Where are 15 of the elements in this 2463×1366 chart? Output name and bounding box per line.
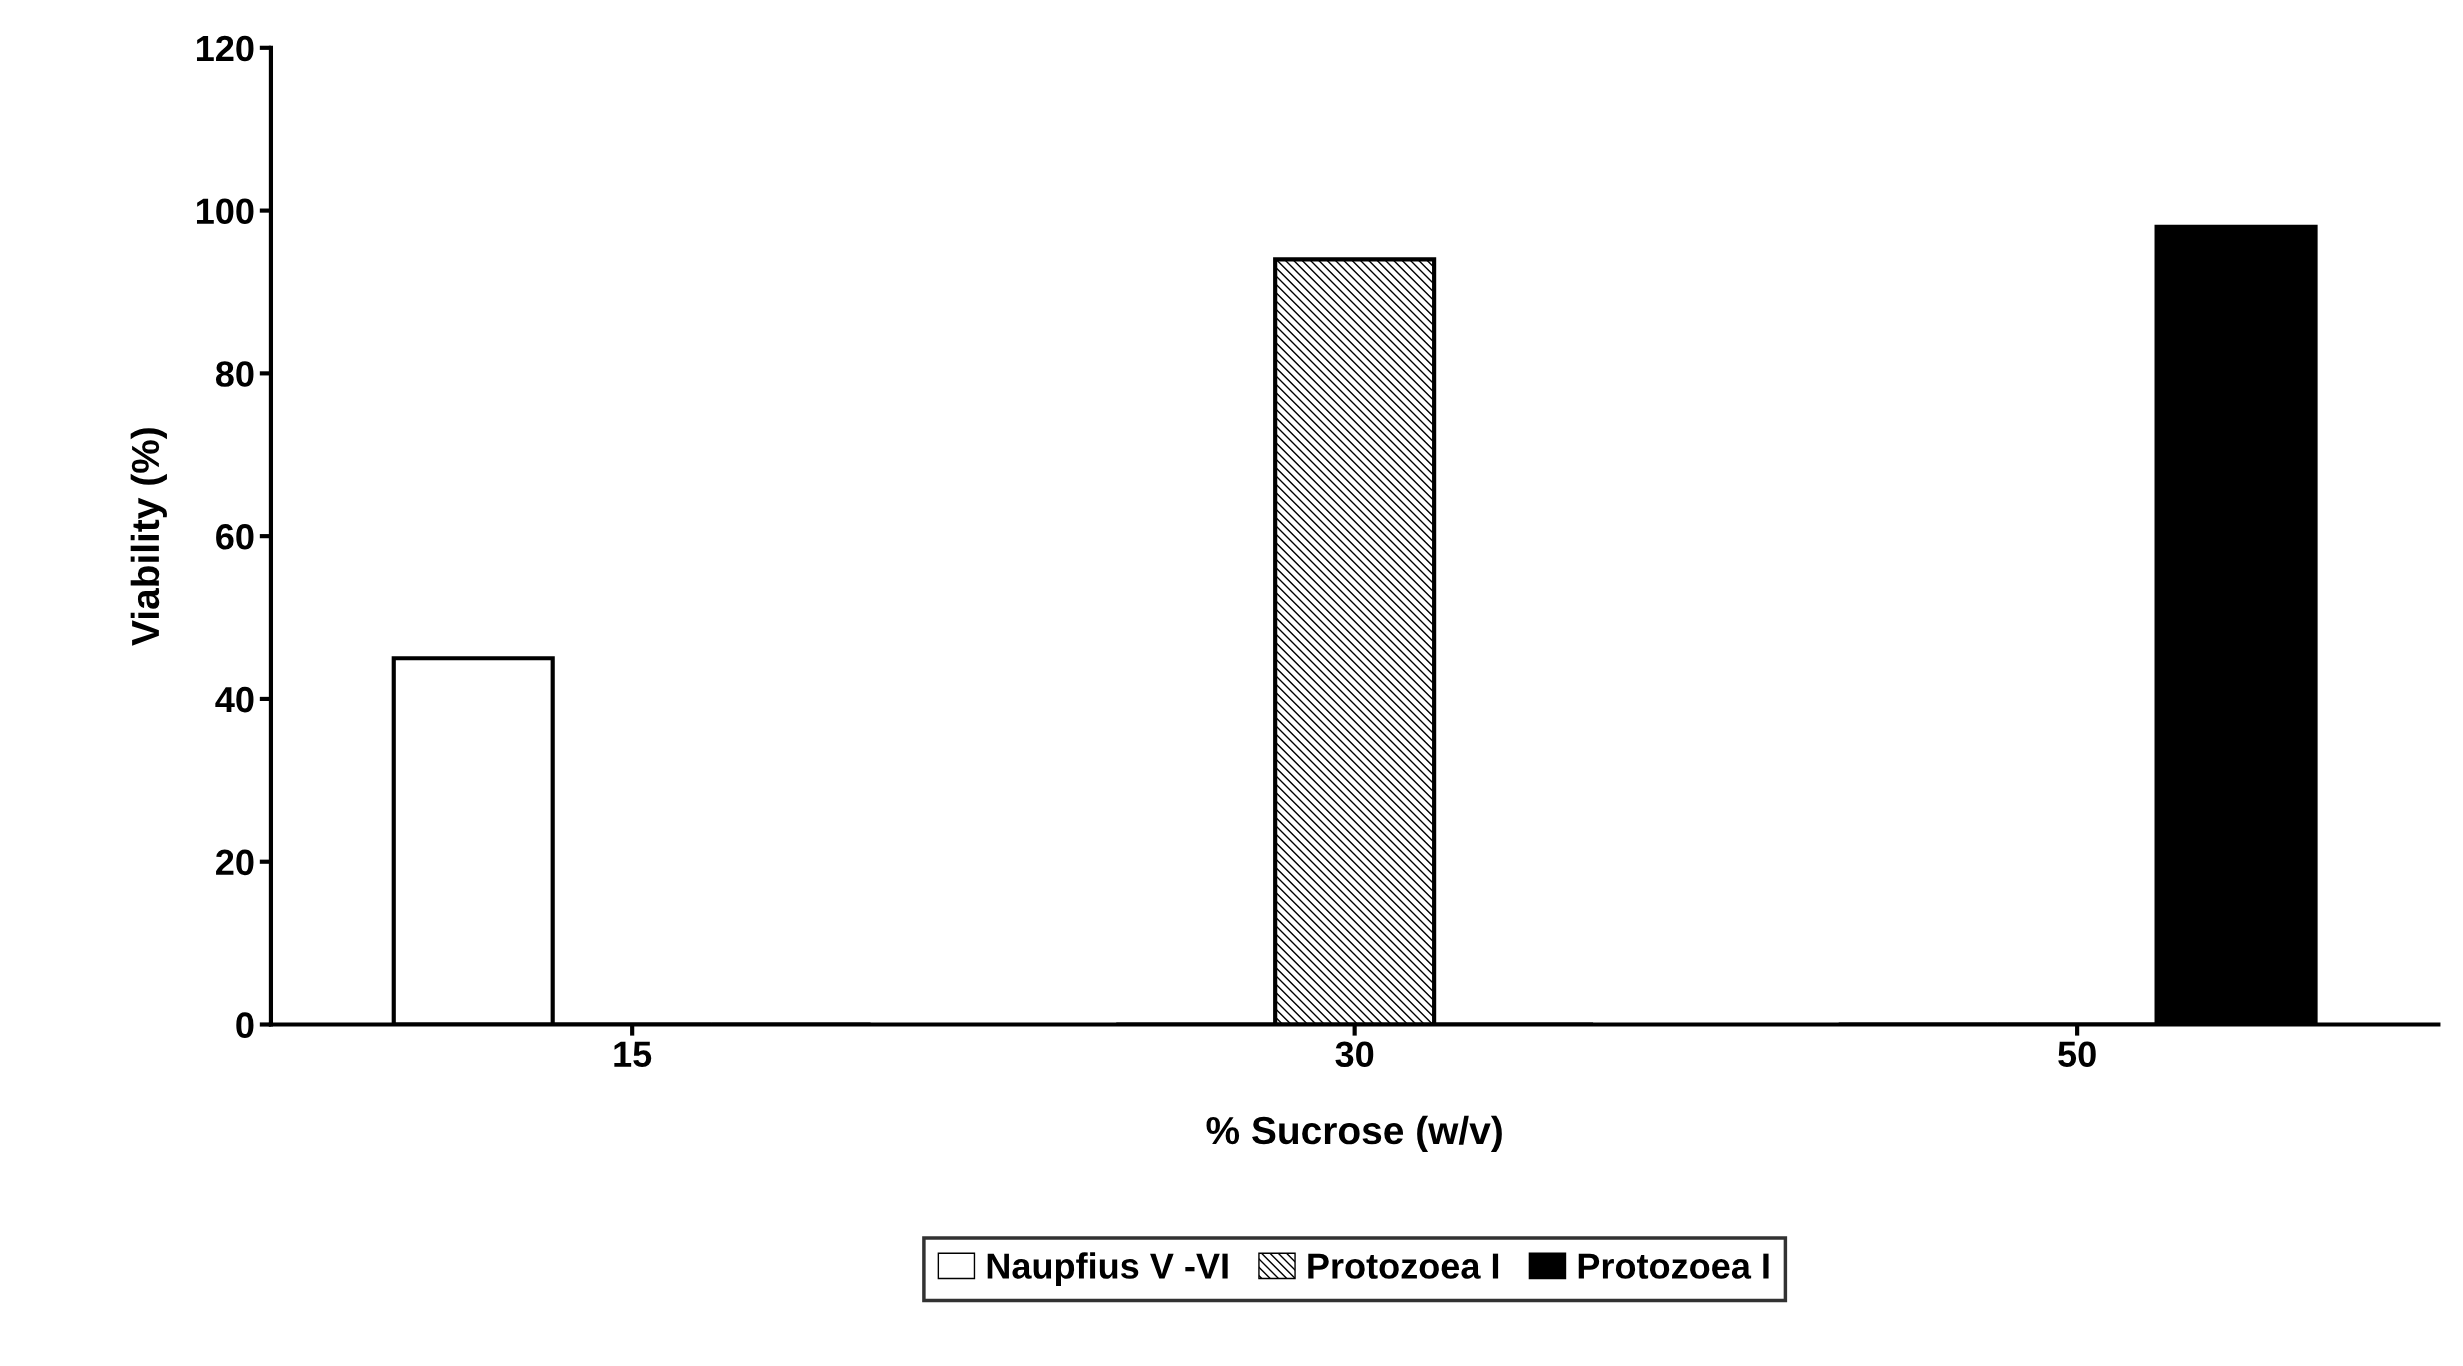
y-tick-label: 20 bbox=[216, 849, 254, 876]
x-tick-label: 50 bbox=[2058, 1041, 2096, 1067]
x-tick-label: 15 bbox=[614, 1041, 652, 1067]
y-tick-label: 80 bbox=[215, 361, 254, 387]
y-tick-label: 0 bbox=[236, 1012, 254, 1038]
y-tick-label: 40 bbox=[215, 686, 254, 713]
legend-label: Protozoea I bbox=[1308, 1253, 1499, 1279]
y-tick-label: 120 bbox=[196, 35, 254, 62]
x-tick-label: 30 bbox=[1335, 1041, 1374, 1068]
y-tick-label: 60 bbox=[216, 524, 254, 550]
x-axis-title: % Sucrose (w/v) bbox=[1206, 1115, 1502, 1153]
legend-label: Protozoea I bbox=[1578, 1253, 1769, 1279]
y-tick-label: 100 bbox=[196, 198, 254, 225]
y-axis-title: Viability (%) bbox=[130, 428, 167, 646]
legend-label: Naupfius V -VI bbox=[987, 1252, 1228, 1286]
